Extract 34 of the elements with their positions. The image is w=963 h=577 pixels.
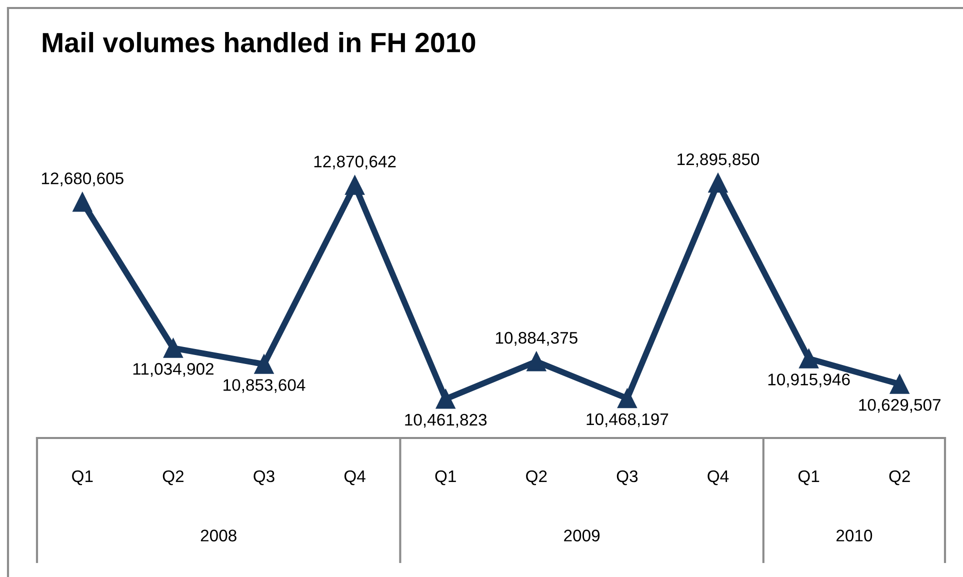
- point: [254, 354, 274, 374]
- x-tick-label: Q3: [254, 470, 274, 486]
- data-label: 11,034,902: [133, 363, 214, 377]
- x-tick-label: Q2: [162, 470, 184, 486]
- point: [708, 173, 728, 193]
- point: [799, 348, 819, 368]
- data-label: 10,461,823: [405, 414, 487, 428]
- data-label: 10,884,375: [496, 332, 578, 346]
- x-tick-label: Q4: [708, 470, 729, 486]
- data-label: 10,915,946: [768, 374, 850, 388]
- data-label: 12,870,642: [314, 156, 396, 170]
- data-label: 10,629,507: [859, 398, 940, 413]
- text: 2010: [836, 530, 872, 542]
- data-label: 10,468,197: [586, 413, 668, 428]
- data-label: 12,895,850: [678, 153, 760, 168]
- point: [345, 175, 365, 195]
- x-tick-label: Q3: [616, 470, 638, 486]
- point: [436, 389, 456, 409]
- x-tick-label: Q1: [72, 470, 93, 486]
- point: [163, 338, 183, 358]
- data-label: 12,680,605: [42, 172, 124, 186]
- text: 2008: [200, 530, 236, 542]
- point: [617, 388, 637, 408]
- data-label: 10,853,604: [224, 379, 306, 393]
- point: [890, 374, 910, 394]
- point: [526, 352, 546, 372]
- x-tick-label: Q2: [889, 470, 910, 486]
- x-tick-label: Q2: [526, 470, 547, 486]
- text: 2009: [564, 530, 600, 542]
- point: [72, 192, 92, 212]
- x-tick-label: Q4: [344, 470, 366, 486]
- chart-title: Mail volumes handled in FH 2010: [42, 32, 476, 52]
- x-tick-label: Q1: [798, 470, 820, 486]
- x-tick-label: Q1: [435, 470, 456, 486]
